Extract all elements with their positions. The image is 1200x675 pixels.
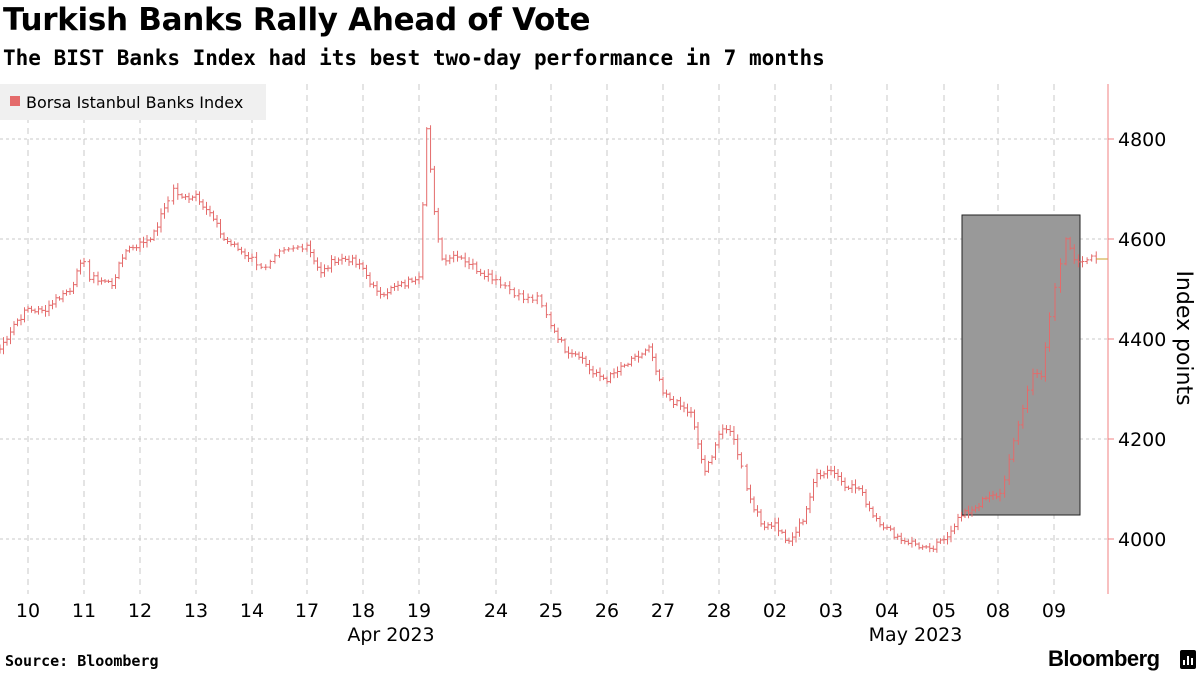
x-tick-label: 14 xyxy=(240,600,264,622)
x-tick-label: 12 xyxy=(128,600,152,622)
bloomberg-chart-icon xyxy=(1180,650,1196,669)
chart-title: Turkish Banks Rally Ahead of Vote xyxy=(3,2,591,38)
y-tick-label: 4800 xyxy=(1118,129,1166,151)
highlight-box xyxy=(961,214,1081,516)
x-tick-label: 08 xyxy=(986,600,1010,622)
legend-swatch xyxy=(10,96,20,106)
x-tick-label: 27 xyxy=(651,600,675,622)
chart-subtitle: The BIST Banks Index had its best two-da… xyxy=(3,46,825,70)
x-month-label: Apr 2023 xyxy=(347,624,434,646)
x-tick-label: 19 xyxy=(407,600,431,622)
x-tick-label: 05 xyxy=(932,600,956,622)
y-axis-ticks: 4000 4200 4400 4600 4800 xyxy=(1108,129,1166,551)
y-tick-label: 4600 xyxy=(1118,229,1166,251)
legend: Borsa Istanbul Banks Index xyxy=(0,84,266,120)
x-tick-label: 25 xyxy=(539,600,563,622)
x-tick-label: 28 xyxy=(707,600,731,622)
series-layer xyxy=(0,125,1099,553)
x-tick-label: 03 xyxy=(819,600,843,622)
x-tick-label: 17 xyxy=(295,600,319,622)
x-tick-label: 04 xyxy=(875,600,899,622)
legend-background xyxy=(0,84,266,120)
x-tick-label: 24 xyxy=(484,600,508,622)
x-tick-label: 09 xyxy=(1042,600,1066,622)
y-tick-label: 4200 xyxy=(1118,429,1166,451)
x-tick-label: 02 xyxy=(763,600,787,622)
x-tick-label: 18 xyxy=(351,600,375,622)
legend-entry: Borsa Istanbul Banks Index xyxy=(26,93,243,112)
x-axis-ticks: 10 11 12 13 14 17 18 19 24 25 26 27 28 02 03 04 05 08 09 Ap… xyxy=(16,600,1066,646)
brand-logo-text: Bloomberg xyxy=(1048,646,1160,671)
x-tick-label: 10 xyxy=(16,600,40,622)
x-tick-label: 11 xyxy=(72,600,96,622)
x-month-label: May 2023 xyxy=(869,624,963,646)
y-axis-label: Index points xyxy=(1171,270,1196,405)
source-note: Source: Bloomberg xyxy=(5,652,159,670)
x-tick-label: 13 xyxy=(184,600,208,622)
y-tick-label: 4400 xyxy=(1118,329,1166,351)
x-tick-label: 26 xyxy=(595,600,619,622)
grid xyxy=(0,84,1108,594)
y-tick-label: 4000 xyxy=(1118,529,1166,551)
